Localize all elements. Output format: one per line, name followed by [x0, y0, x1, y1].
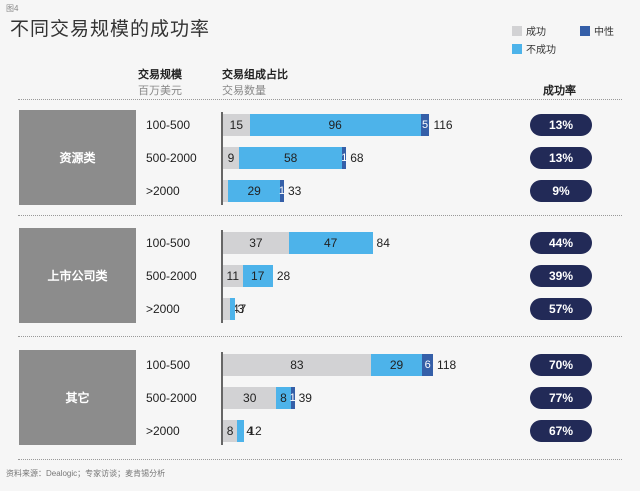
bar-neutral: 6: [422, 354, 434, 376]
legend-success-label: 成功: [526, 27, 546, 38]
header-composition-sub: 交易数量: [222, 85, 266, 97]
axis-line: [221, 230, 223, 323]
success-rate-badge: 9%: [530, 180, 592, 202]
bar-value-label: 1: [341, 152, 348, 164]
bar-value-label: 1: [278, 185, 286, 197]
bar-fail: 29: [228, 180, 280, 202]
figure-number: 图4: [6, 4, 19, 13]
bar-value-label: 58: [283, 151, 298, 165]
bar-value-label: 6: [424, 359, 431, 371]
bar-fail: 3: [230, 298, 244, 320]
size-label: 500-2000: [146, 391, 197, 405]
legend-success: 成功: [512, 23, 546, 38]
bar-total-label: 28: [276, 269, 291, 283]
bar-success: 15: [223, 114, 250, 136]
bar-success: 83: [223, 354, 371, 376]
size-label: >2000: [146, 424, 180, 438]
bar-value-label: 5: [421, 119, 429, 131]
separator: [18, 99, 622, 100]
bar-total-label: 7: [239, 302, 247, 316]
bar-total-label: 118: [437, 358, 457, 372]
success-rate-badge: 77%: [530, 387, 592, 409]
separator: [18, 215, 622, 216]
size-label: >2000: [146, 184, 180, 198]
bar-value-label: 96: [328, 118, 342, 132]
legend-fail-swatch: [512, 44, 522, 54]
bar-neutral: 1: [278, 180, 286, 202]
bar-success: 30: [223, 387, 277, 409]
bar-fail: 47: [288, 232, 373, 254]
bar-neutral: 5: [420, 114, 430, 136]
bar-fail: 4: [237, 420, 253, 442]
success-rate-badge: 13%: [530, 147, 592, 169]
legend-fail: 不成功: [512, 41, 556, 56]
bar-success: 4: [223, 298, 239, 320]
bar-neutral: 1: [341, 147, 348, 169]
bar-success: 11: [223, 265, 243, 287]
bar-fail: 58: [239, 147, 343, 169]
bar-value-label: 15: [229, 118, 244, 132]
bar-fail: 29: [370, 354, 423, 376]
header-size: 交易规模: [138, 69, 182, 81]
legend-fail-label: 不成功: [526, 45, 556, 56]
size-label: >2000: [146, 302, 180, 316]
bar-value-label: 8: [280, 391, 287, 405]
bar-value-label: 4: [246, 424, 254, 438]
success-rate-badge: 13%: [530, 114, 592, 136]
header-size-sub: 百万美元: [138, 85, 182, 97]
bar-neutral: 1: [289, 387, 296, 409]
success-rate-badge: 44%: [530, 232, 592, 254]
bar-value-label: 1: [289, 392, 296, 404]
bar-success: 8: [223, 420, 238, 442]
size-label: 100-500: [146, 358, 191, 372]
success-rate-badge: 70%: [530, 354, 592, 376]
bar-success: 9: [223, 147, 240, 169]
bar-value-label: 37: [249, 236, 263, 250]
bar-total-label: 33: [287, 184, 302, 198]
bar-total-label: 116: [433, 118, 453, 132]
chart-title: 不同交易规模的成功率: [10, 19, 211, 40]
bar-value-label: 8: [226, 424, 234, 438]
group-label: 其它: [19, 350, 136, 445]
bar-value-label: 30: [243, 391, 257, 405]
bar-value-label: 3: [237, 302, 245, 316]
separator: [18, 336, 622, 337]
size-label: 100-500: [146, 118, 191, 132]
legend-neutral-swatch: [580, 26, 590, 36]
bar-total-label: 39: [298, 391, 312, 405]
bar-value-label: 17: [251, 269, 265, 283]
bar-value-label: 29: [247, 184, 261, 198]
source-footnote: 资料来源：Dealogic；专家访谈；麦肯锡分析: [6, 469, 166, 478]
legend-neutral: 中性: [580, 23, 614, 38]
legend-success-swatch: [512, 26, 522, 36]
bar-value-label: 11: [226, 269, 240, 283]
size-label: 500-2000: [146, 151, 197, 165]
bar-value-label: 47: [324, 236, 338, 250]
group-label: 资源类: [19, 110, 136, 205]
bar-success: 37: [223, 232, 289, 254]
bar-value-label: 29: [389, 358, 404, 372]
bar-total-label: 12: [248, 424, 262, 438]
header-composition: 交易组成占比: [222, 69, 288, 81]
size-label: 500-2000: [146, 269, 197, 283]
bar-value-label: 83: [290, 358, 304, 372]
bar-value-label: 4: [232, 302, 239, 316]
success-rate-badge: 57%: [530, 298, 592, 320]
bar-total-label: 84: [376, 236, 390, 250]
bar-value-label: 9: [227, 151, 235, 165]
success-rate-badge: 39%: [530, 265, 592, 287]
size-label: 100-500: [146, 236, 191, 250]
legend-neutral-label: 中性: [594, 27, 614, 38]
bar-fail: 8: [276, 387, 291, 409]
axis-line: [221, 112, 223, 205]
axis-line: [221, 352, 223, 445]
bar-total-label: 68: [350, 151, 364, 165]
group-label: 上市公司类: [19, 228, 136, 323]
bar-fail: 96: [249, 114, 421, 136]
bar-fail: 17: [242, 265, 273, 287]
header-rate: 成功率: [543, 85, 576, 97]
separator: [18, 459, 622, 460]
success-rate-badge: 67%: [530, 420, 592, 442]
